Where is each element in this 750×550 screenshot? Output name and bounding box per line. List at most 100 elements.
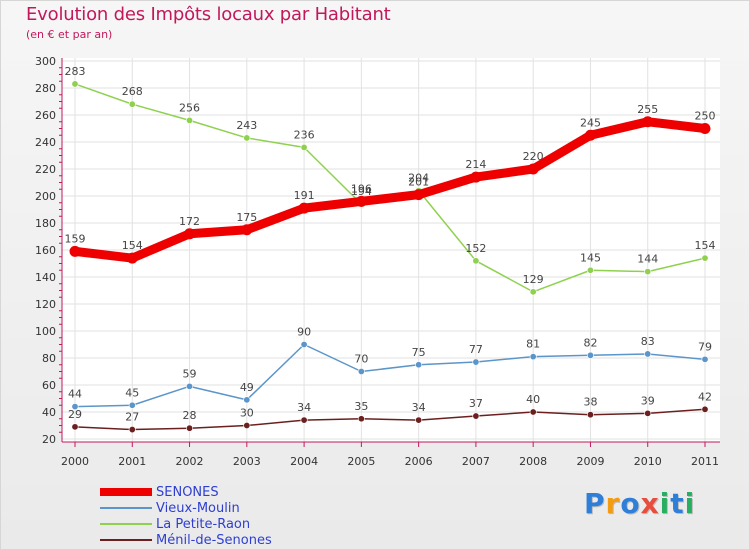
x-tick-label: 2001 [118, 455, 146, 468]
x-tick-label: 2010 [634, 455, 662, 468]
x-tick-label: 2004 [290, 455, 318, 468]
data-label: 283 [65, 65, 86, 78]
data-point [470, 171, 482, 183]
data-label: 90 [297, 326, 311, 339]
x-tick-label: 2007 [462, 455, 490, 468]
data-label: 40 [526, 393, 540, 406]
data-label: 75 [412, 346, 426, 359]
data-point [300, 143, 308, 151]
data-point [413, 189, 425, 201]
data-point [701, 355, 709, 363]
data-point [241, 224, 253, 236]
logo-letter: o [620, 487, 641, 520]
y-tick-label: 80 [42, 352, 56, 365]
data-label: 28 [183, 409, 197, 422]
data-label: 268 [122, 85, 143, 98]
data-point [243, 421, 251, 429]
data-label: 37 [469, 397, 483, 410]
y-tick-label: 140 [35, 271, 56, 284]
legend-label: Ménil-de-Senones [156, 532, 272, 548]
legend-swatch [100, 539, 152, 541]
data-label: 77 [469, 343, 483, 356]
data-point [128, 401, 136, 409]
data-label: 82 [583, 336, 597, 349]
legend-item: La Petite-Raon [100, 516, 250, 532]
series-line-senones [70, 117, 710, 263]
data-label: 45 [125, 386, 139, 399]
data-point [586, 411, 594, 419]
legend-item: Ménil-de-Senones [100, 532, 272, 548]
legend-swatch [100, 488, 152, 496]
data-point [71, 80, 79, 88]
data-point [584, 129, 596, 141]
data-point [357, 367, 365, 375]
data-point [642, 116, 654, 128]
data-point [644, 268, 652, 276]
data-label: 172 [179, 215, 200, 228]
data-label: 154 [695, 239, 716, 252]
data-label: 204 [408, 172, 429, 185]
y-tick-label: 40 [42, 406, 56, 419]
data-label: 30 [240, 407, 254, 420]
legend-swatch [100, 523, 152, 525]
data-label: 201 [408, 176, 429, 189]
y-tick-label: 200 [35, 190, 56, 203]
data-point [415, 416, 423, 424]
proxiti-logo: Proxiti [584, 487, 695, 520]
y-tick-label: 240 [35, 136, 56, 149]
series-line-ménil-de-senones [74, 408, 706, 431]
data-label: 59 [183, 367, 197, 380]
logo-letter: i [684, 487, 696, 520]
data-label: 38 [583, 396, 597, 409]
x-tick-label: 2003 [233, 455, 261, 468]
data-label: 191 [294, 189, 315, 202]
data-point [300, 340, 308, 348]
legend-swatch [100, 507, 152, 509]
data-point [472, 358, 480, 366]
data-point [186, 116, 194, 124]
data-label: 35 [354, 400, 368, 413]
data-point [529, 288, 537, 296]
y-tick-label: 60 [42, 379, 56, 392]
x-tick-label: 2008 [519, 455, 547, 468]
data-point [586, 266, 594, 274]
data-label: 81 [526, 338, 540, 351]
data-point [128, 100, 136, 108]
logo-letter: r [605, 487, 621, 520]
x-tick-label: 2000 [61, 455, 89, 468]
data-point [415, 361, 423, 369]
legend-item: SENONES [100, 484, 219, 500]
y-tick-label: 20 [42, 433, 56, 446]
data-point [586, 351, 594, 359]
data-label: 159 [65, 232, 86, 245]
data-point [71, 423, 79, 431]
data-label: 39 [641, 394, 655, 407]
data-label: 79 [698, 340, 712, 353]
data-point [472, 412, 480, 420]
data-point [644, 409, 652, 417]
data-point [701, 254, 709, 262]
data-point [186, 424, 194, 432]
data-point [300, 416, 308, 424]
x-tick-label: 2009 [576, 455, 604, 468]
y-tick-label: 120 [35, 298, 56, 311]
data-label: 220 [523, 150, 544, 163]
x-tick-label: 2011 [691, 455, 719, 468]
data-label: 27 [125, 411, 139, 424]
y-tick-label: 160 [35, 244, 56, 257]
logo-letter: i [659, 487, 671, 520]
legend-label: Vieux-Moulin [156, 500, 240, 516]
data-label: 129 [523, 273, 544, 286]
data-point [298, 202, 310, 214]
y-tick-label: 280 [35, 82, 56, 95]
data-label: 256 [179, 101, 200, 114]
data-point [699, 123, 711, 134]
data-point [529, 408, 537, 416]
chart-subtitle: (en € et par an) [26, 28, 113, 41]
data-point [128, 426, 136, 434]
data-label: 70 [354, 353, 368, 366]
data-label: 194 [351, 185, 372, 198]
data-label: 152 [465, 242, 486, 255]
data-label: 29 [68, 408, 82, 421]
